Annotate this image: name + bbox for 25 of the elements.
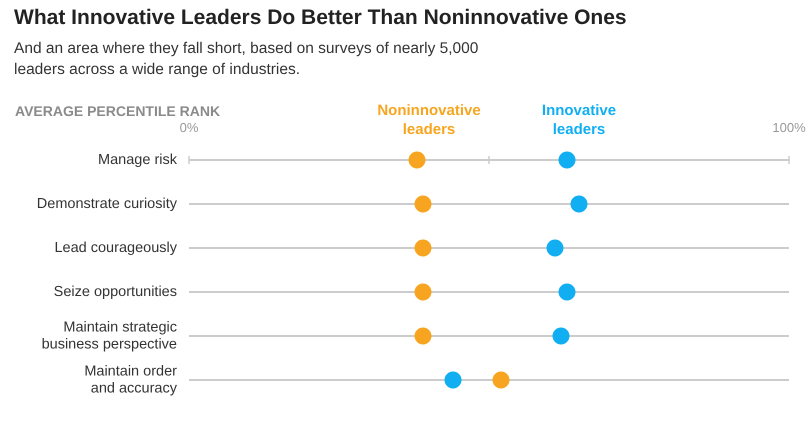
y-tick-label: Lead courageously — [54, 240, 178, 256]
y-tick-label: Maintain order and accuracy — [84, 363, 178, 397]
x-tick-label: 100% — [772, 120, 806, 135]
x-axis-title: AVERAGE PERCENTILE RANK — [15, 102, 220, 119]
point — [492, 372, 510, 388]
x-tick-label: 0% — [180, 120, 199, 135]
y-tick-label: Seize opportunities — [54, 284, 177, 300]
y-tick-label: Manage risk — [98, 152, 178, 168]
point — [558, 284, 576, 300]
y-tick-label: Demonstrate curiosity — [36, 196, 178, 212]
point — [552, 328, 570, 344]
point — [546, 240, 564, 256]
point — [414, 196, 432, 212]
text: Noninnovative leaders — [377, 102, 481, 138]
y-tick-label: Maintain strategic business perspective — [42, 319, 177, 353]
series-label: Innovative leaders — [542, 102, 616, 138]
point — [570, 196, 588, 212]
point — [414, 328, 432, 344]
chart-title: What Innovative Leaders Do Better Than Noninnovative Ones — [14, 6, 627, 30]
chart-subtitle: And an area where they fall short, based on surveys of nearly 5,000 leaders across a wide range of industries. — [14, 39, 480, 80]
point — [444, 372, 462, 388]
point — [414, 284, 432, 300]
point — [558, 152, 576, 168]
point — [408, 152, 426, 168]
point — [414, 240, 432, 256]
